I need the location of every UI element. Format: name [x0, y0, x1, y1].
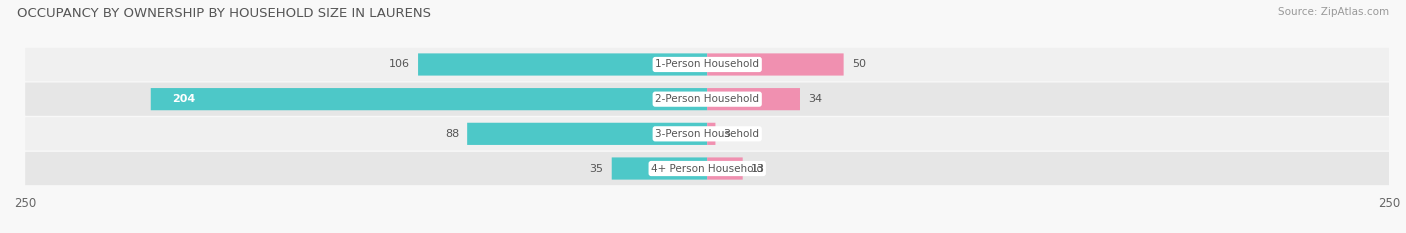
Text: 1-Person Household: 1-Person Household	[655, 59, 759, 69]
Text: 34: 34	[808, 94, 823, 104]
Text: 35: 35	[589, 164, 603, 174]
FancyBboxPatch shape	[707, 53, 844, 75]
FancyBboxPatch shape	[612, 158, 707, 180]
Text: Source: ZipAtlas.com: Source: ZipAtlas.com	[1278, 7, 1389, 17]
FancyBboxPatch shape	[150, 88, 707, 110]
Text: 88: 88	[444, 129, 458, 139]
FancyBboxPatch shape	[25, 152, 1389, 185]
FancyBboxPatch shape	[25, 82, 1389, 116]
Text: 50: 50	[852, 59, 866, 69]
FancyBboxPatch shape	[25, 48, 1389, 81]
Text: 3: 3	[724, 129, 731, 139]
FancyBboxPatch shape	[707, 88, 800, 110]
Text: 2-Person Household: 2-Person Household	[655, 94, 759, 104]
FancyBboxPatch shape	[467, 123, 707, 145]
FancyBboxPatch shape	[25, 117, 1389, 151]
Text: OCCUPANCY BY OWNERSHIP BY HOUSEHOLD SIZE IN LAURENS: OCCUPANCY BY OWNERSHIP BY HOUSEHOLD SIZE…	[17, 7, 430, 20]
Text: 13: 13	[751, 164, 765, 174]
Text: 4+ Person Household: 4+ Person Household	[651, 164, 763, 174]
Text: 106: 106	[389, 59, 411, 69]
FancyBboxPatch shape	[418, 53, 707, 75]
Text: 3-Person Household: 3-Person Household	[655, 129, 759, 139]
Text: 204: 204	[173, 94, 195, 104]
FancyBboxPatch shape	[707, 123, 716, 145]
FancyBboxPatch shape	[707, 158, 742, 180]
